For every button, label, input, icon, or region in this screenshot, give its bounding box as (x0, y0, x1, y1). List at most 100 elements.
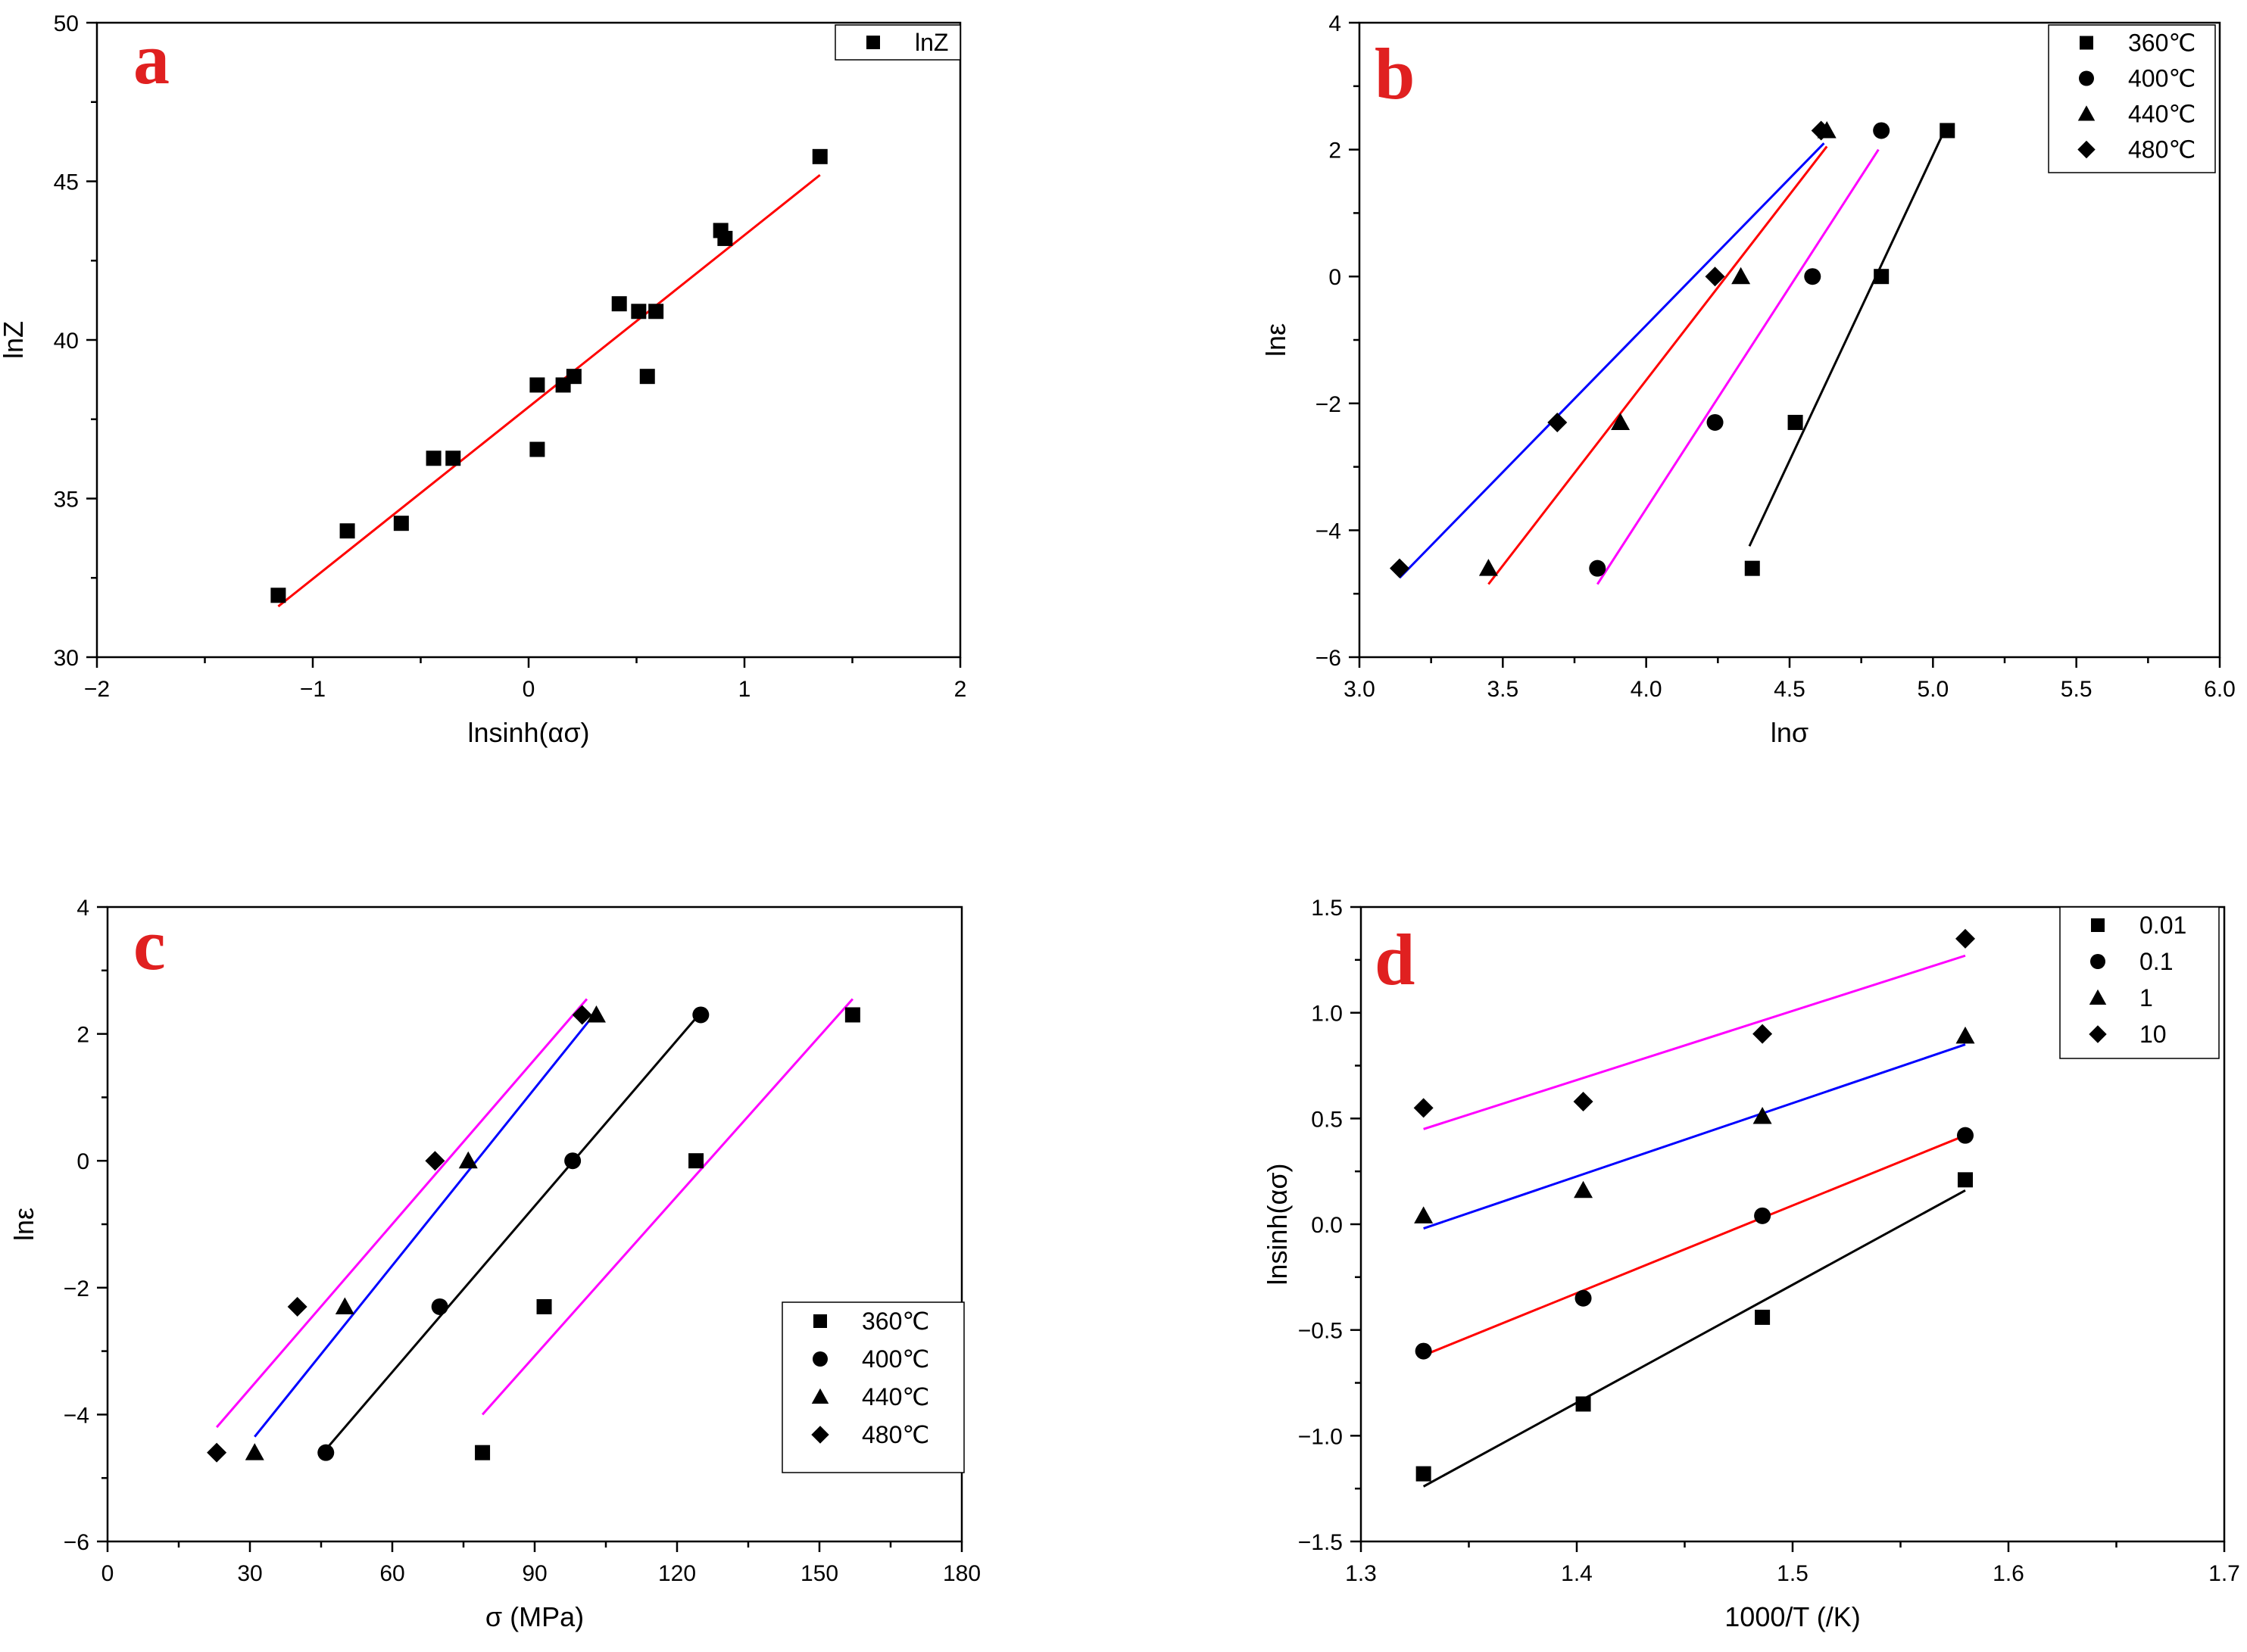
legend-label: 480℃ (862, 1421, 929, 1448)
y-tick-label: 40 (54, 329, 79, 354)
x-tick-label: 3.5 (1487, 677, 1518, 702)
x-tick-label: 4.0 (1631, 677, 1662, 702)
data-point-circle (1415, 1342, 1432, 1360)
data-point-diamond (1955, 928, 1975, 949)
legend: 360℃ 400℃ 440℃ 480℃ (782, 1301, 965, 1473)
data-point-circle (431, 1298, 448, 1315)
legend-label: 440℃ (2128, 101, 2196, 128)
x-tick-label: −1 (300, 677, 326, 702)
legend-label: 440℃ (862, 1383, 929, 1410)
y-tick-label: 0.0 (1311, 1213, 1343, 1238)
x-tick-label: 0 (523, 677, 535, 702)
x-tick-label: 1.7 (2208, 1561, 2240, 1586)
x-tick-label: 1.4 (1561, 1561, 1593, 1586)
x-axis-label: 1000/T (/K) (1724, 1601, 1860, 1632)
y-tick-label: −1.5 (1298, 1530, 1343, 1555)
y-tick-label: 4 (76, 896, 89, 921)
data-point-square (844, 1007, 860, 1023)
fit-line (1423, 1043, 1966, 1230)
fit-line (481, 998, 854, 1416)
data-point-diamond (1705, 267, 1725, 287)
y-tick-label: 30 (54, 646, 79, 671)
data-point-square (1940, 123, 1955, 139)
data-point-square (1874, 269, 1890, 285)
panel-c: 0 30 60 90 120 150 180 −6 −4 −2 0 2 4 σ (MPa) lnε 360℃ 4… (8, 896, 981, 1632)
y-tick-label: 45 (54, 170, 79, 195)
y-tick-label: 35 (54, 488, 79, 513)
y-tick-label: 50 (54, 11, 79, 36)
data-point-diamond (1390, 558, 1410, 578)
y-tick-label: −0.5 (1298, 1319, 1343, 1344)
x-tick-label: 180 (943, 1561, 981, 1586)
fit-line (1596, 148, 1880, 585)
legend-marker-square (2080, 36, 2093, 50)
legend-label: 0.01 (2139, 912, 2186, 939)
legend-label: 480℃ (2128, 136, 2196, 164)
y-tick-label: 0.5 (1311, 1107, 1343, 1132)
y-tick-label: 0 (1328, 265, 1341, 290)
legend-label: 360℃ (862, 1308, 929, 1335)
fit-line (1423, 954, 1966, 1130)
x-tick-label: 1.3 (1345, 1561, 1377, 1586)
data-point-circle (1589, 559, 1606, 577)
data-point-circle (1706, 413, 1724, 431)
x-axis-label: lnσ (1771, 717, 1809, 748)
data-point-square (393, 516, 409, 531)
x-tick-label: 5.0 (1917, 677, 1949, 702)
y-tick-label: 2 (1328, 139, 1341, 164)
legend-marker-triangle (2089, 989, 2107, 1005)
data-point-triangle (1478, 559, 1498, 576)
data-point-circle (1574, 1289, 1592, 1307)
legend-label: 1 (2139, 984, 2153, 1011)
x-tick-label: 6.0 (2204, 677, 2236, 702)
x-tick-label: 1.6 (1993, 1561, 2024, 1586)
y-axis-label: lnZ (0, 321, 29, 359)
data-point-triangle (1414, 1206, 1434, 1223)
x-tick-label: 150 (800, 1561, 838, 1586)
fit-line (325, 1017, 698, 1451)
legend-marker-triangle (811, 1388, 829, 1404)
y-axis-label: lnε (1260, 323, 1291, 357)
fit-line (215, 998, 588, 1429)
legend-label: 10 (2139, 1021, 2167, 1048)
data-point-diamond (287, 1296, 307, 1317)
x-tick-label: 3.0 (1344, 677, 1375, 702)
data-point-triangle (586, 1005, 606, 1023)
y-tick-label: −6 (64, 1530, 89, 1555)
panel-letter: d (1375, 919, 1415, 1000)
data-point-square (536, 1298, 552, 1314)
data-point-triangle (1955, 1026, 1975, 1044)
legend-box (835, 24, 961, 61)
legend: 0.01 0.1 1 10 (2059, 906, 2220, 1059)
data-point-square (339, 523, 355, 539)
legend-box (2048, 24, 2216, 173)
legend-marker-square (2091, 918, 2105, 932)
legend-marker-diamond (2089, 1025, 2107, 1043)
data-point-square (1755, 1309, 1771, 1325)
data-point-square (611, 296, 627, 312)
x-tick-label: 0 (101, 1561, 114, 1586)
x-tick-label: 2 (954, 677, 967, 702)
data-point-square (639, 369, 655, 385)
data-point-diamond (1413, 1098, 1434, 1118)
fit-line (1487, 145, 1828, 585)
data-point-diamond (425, 1151, 445, 1171)
data-point-square (812, 148, 828, 164)
y-axis-label: lnε (8, 1208, 39, 1241)
fit-line (1422, 1189, 1966, 1488)
data-point-diamond (1547, 412, 1568, 432)
data-point-square (631, 304, 647, 319)
legend-marker-square (813, 1314, 827, 1328)
legend-label: lnZ (915, 29, 948, 56)
data-point-triangle (245, 1443, 264, 1460)
y-axis-label: lnsinh(ασ) (1262, 1163, 1293, 1285)
x-tick-label: 30 (237, 1561, 262, 1586)
data-point-square (529, 441, 545, 457)
data-point-circle (1754, 1207, 1771, 1224)
data-point-square (717, 230, 733, 246)
legend-marker-circle (2079, 70, 2094, 86)
data-point-square (566, 369, 582, 385)
legend-marker-circle (2090, 954, 2105, 969)
y-tick-label: 1.0 (1311, 1002, 1343, 1027)
legend-box (2059, 906, 2220, 1059)
